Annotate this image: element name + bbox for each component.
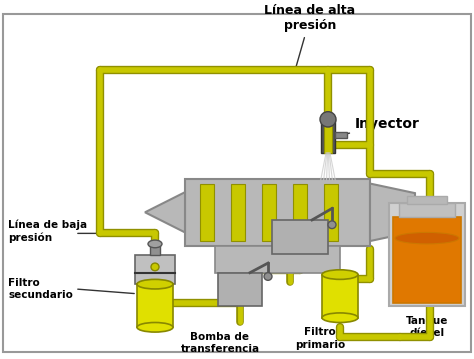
Bar bbox=[218, 273, 262, 306]
Bar bbox=[324, 124, 332, 153]
Polygon shape bbox=[145, 192, 185, 232]
Bar bbox=[407, 196, 447, 204]
Bar bbox=[137, 284, 173, 327]
Text: Filtro
primario: Filtro primario bbox=[295, 327, 345, 350]
Polygon shape bbox=[370, 183, 415, 241]
Bar bbox=[293, 183, 307, 241]
Bar bbox=[215, 246, 340, 273]
Ellipse shape bbox=[395, 232, 459, 244]
Text: Inyector: Inyector bbox=[347, 117, 420, 134]
Bar bbox=[272, 220, 328, 253]
Bar bbox=[185, 179, 370, 246]
Bar bbox=[262, 183, 276, 241]
Bar bbox=[150, 244, 160, 255]
Ellipse shape bbox=[137, 279, 173, 289]
Text: Retorno: Retorno bbox=[409, 242, 465, 259]
Bar bbox=[135, 255, 175, 284]
Text: Bomba de
transferencia: Bomba de transferencia bbox=[181, 332, 260, 354]
Text: Tanque
díesel: Tanque díesel bbox=[406, 316, 448, 338]
Bar bbox=[322, 275, 358, 318]
Bar bbox=[393, 217, 461, 303]
Ellipse shape bbox=[151, 263, 159, 271]
Bar bbox=[335, 132, 347, 137]
Ellipse shape bbox=[148, 240, 162, 248]
Bar bbox=[324, 183, 338, 241]
Bar bbox=[231, 183, 245, 241]
Bar bbox=[399, 203, 455, 217]
Ellipse shape bbox=[137, 322, 173, 332]
Text: Línea de alta
presión: Línea de alta presión bbox=[264, 4, 356, 68]
Text: Línea de baja
presión: Línea de baja presión bbox=[8, 220, 87, 243]
Bar bbox=[389, 203, 465, 306]
Ellipse shape bbox=[264, 273, 272, 280]
Circle shape bbox=[320, 112, 336, 127]
Ellipse shape bbox=[322, 270, 358, 279]
Ellipse shape bbox=[322, 313, 358, 322]
Bar bbox=[200, 183, 214, 241]
Ellipse shape bbox=[328, 221, 336, 229]
Text: Bomba de
Inyección: Bomba de Inyección bbox=[325, 215, 384, 238]
Bar bbox=[321, 119, 335, 153]
Text: Filtro
secundario: Filtro secundario bbox=[8, 278, 73, 300]
